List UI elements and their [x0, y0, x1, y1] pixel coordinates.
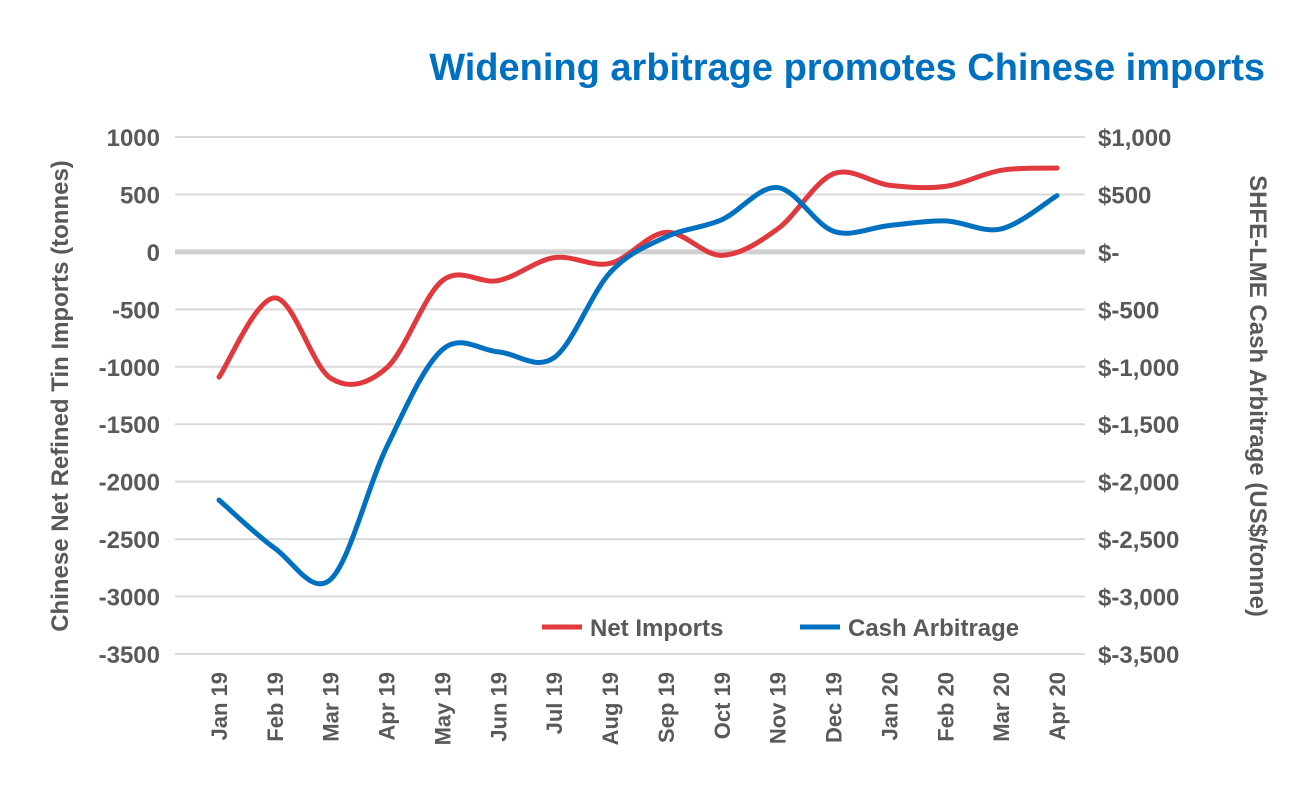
series-line-cash-arbitrage [216, 185, 1060, 587]
y2-tick-label: $-3,000 [1098, 585, 1179, 612]
y-tick-label: 0 [147, 240, 160, 267]
x-tick-label: Sep 19 [654, 672, 679, 743]
x-tick-label: Feb 20 [933, 672, 958, 742]
y-tick-label: -3000 [99, 585, 160, 612]
y-tick-label: -500 [112, 297, 160, 324]
y-tick-label: -2500 [99, 527, 160, 554]
y2-tick-label: $- [1098, 240, 1119, 267]
legend: Net Imports Cash Arbitrage [542, 615, 1019, 642]
legend-label-net-imports: Net Imports [590, 615, 723, 642]
y-tick-label: -2000 [99, 470, 160, 497]
y2-tick-label: $-3,500 [1098, 642, 1179, 669]
y2-tick-label: $-1,000 [1098, 355, 1179, 382]
y2-tick-label: $-2,500 [1098, 527, 1179, 554]
x-tick-label: Mar 20 [989, 672, 1014, 742]
chart-title: Widening arbitrage promotes Chinese impo… [429, 47, 1265, 89]
x-tick-label: Apr 19 [375, 672, 400, 740]
y-tick-label: 500 [120, 182, 160, 209]
x-tick-label: Nov 19 [766, 672, 791, 744]
y-tick-label: -3500 [99, 642, 160, 669]
y2-tick-label: $-1,500 [1098, 412, 1179, 439]
x-tick-label: Jan 19 [207, 672, 232, 741]
y-tick-label: -1000 [99, 355, 160, 382]
y-tick-label: 1000 [107, 125, 160, 152]
x-tick-label: Apr 20 [1045, 672, 1070, 740]
y2-tick-label: $500 [1098, 182, 1151, 209]
y-tick-label: -1500 [99, 412, 160, 439]
y2-axis-label: SHFE-LME Cash Arbitrage (US$/tonne) [1244, 175, 1271, 617]
legend-label-cash-arbitrage: Cash Arbitrage [848, 615, 1019, 642]
x-tick-label: Jul 19 [542, 672, 567, 734]
x-tick-label: Aug 19 [598, 672, 623, 745]
series-line-net-imports [216, 165, 1060, 387]
x-tick-label: Jan 20 [877, 672, 902, 741]
y-axis-label: Chinese Net Refined Tin Imports (tonnes) [47, 160, 74, 632]
y2-tick-label: $-500 [1098, 297, 1159, 324]
x-tick-label: Mar 19 [319, 672, 344, 742]
y2-tick-label: $1,000 [1098, 125, 1171, 152]
x-tick-label: Dec 19 [822, 672, 847, 743]
x-tick-label: May 19 [430, 672, 455, 745]
x-tick-label: Feb 19 [263, 672, 288, 742]
x-tick-label: Jun 19 [486, 672, 511, 742]
x-tick-label: Oct 19 [710, 672, 735, 739]
y2-tick-label: $-2,000 [1098, 470, 1179, 497]
